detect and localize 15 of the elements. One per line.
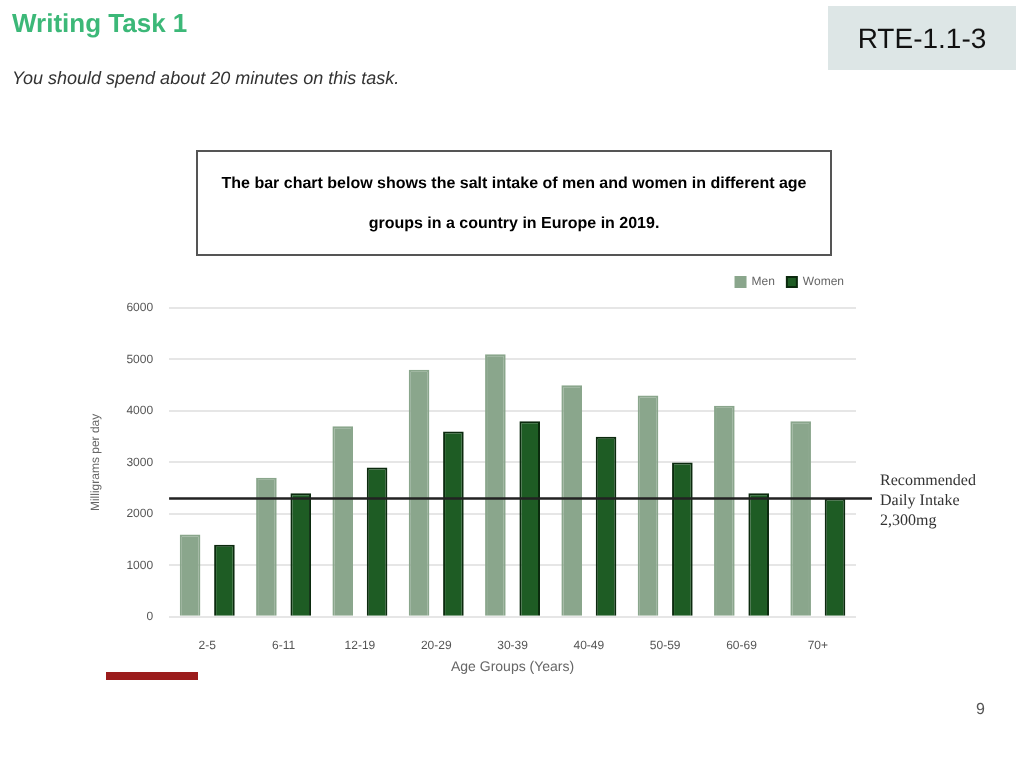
bar: [790, 421, 811, 616]
bar: [179, 534, 201, 616]
ref-line-label: Recommended Daily Intake 2,300mg: [880, 470, 976, 529]
text: You should spend about 20 minutes on this task.: [12, 68, 400, 88]
text: RTE-1.1-3: [828, 6, 1016, 70]
bar: [332, 426, 354, 616]
bar: [408, 369, 430, 616]
bar: [485, 354, 506, 616]
bar: [637, 395, 659, 616]
chart-title: The bar chart below shows the salt intake of men and women in different age groups in a country in Europe in 2019.: [221, 174, 807, 232]
bar: [561, 385, 582, 616]
text: Writing Task 1: [12, 8, 188, 38]
text: 9: [976, 700, 985, 718]
bar: [256, 477, 277, 616]
bar: [714, 405, 735, 616]
